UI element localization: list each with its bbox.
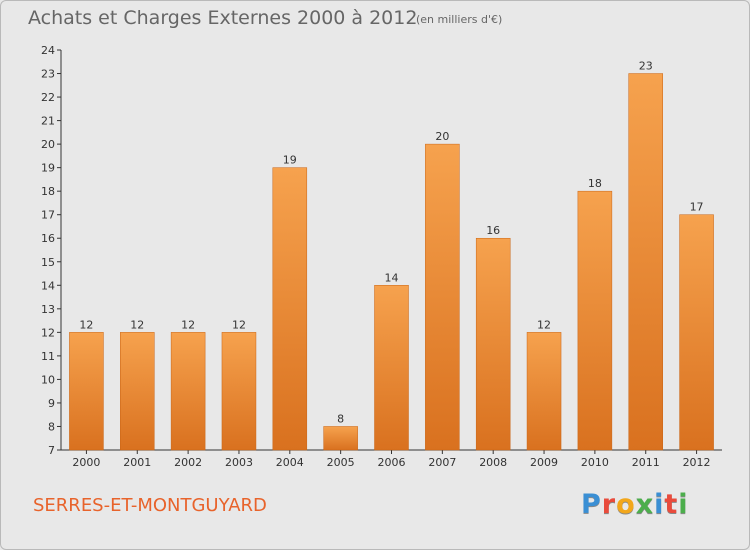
- bar-value-label: 16: [486, 224, 500, 237]
- x-tick-label: 2002: [174, 456, 202, 469]
- y-tick-label: 7: [48, 444, 55, 457]
- y-tick-label: 15: [41, 256, 55, 269]
- y-tick-label: 16: [41, 232, 55, 245]
- x-tick-label: 2010: [581, 456, 609, 469]
- y-tick-label: 20: [41, 138, 55, 151]
- proxiti-logo[interactable]: Proxiti: [581, 489, 689, 520]
- y-tick-label: 19: [41, 162, 55, 175]
- bar: [120, 332, 155, 451]
- bar-value-label: 12: [79, 318, 93, 331]
- chart-title: Achats et Charges Externes 2000 à 2012: [28, 7, 418, 29]
- x-tick-label: 2009: [530, 456, 558, 469]
- bar-value-label: 19: [283, 154, 297, 167]
- x-tick-label: 2006: [378, 456, 406, 469]
- logo-letter: r: [601, 489, 617, 520]
- logo-letter: x: [635, 489, 655, 520]
- bar: [272, 167, 308, 451]
- x-tick-label: 2011: [632, 456, 660, 469]
- y-tick-label: 12: [41, 326, 55, 339]
- bar: [170, 332, 206, 451]
- x-tick-label: 2001: [123, 456, 151, 469]
- logo-letter: P: [581, 489, 602, 520]
- bar-value-label: 12: [181, 318, 195, 331]
- chart-subtitle: (en milliers d'€): [416, 13, 503, 26]
- y-tick-label: 13: [41, 303, 55, 316]
- y-tick-label: 9: [48, 397, 55, 410]
- logo-letter: o: [616, 489, 636, 520]
- bar: [323, 426, 358, 451]
- x-tick-label: 2003: [225, 456, 253, 469]
- y-tick-label: 23: [41, 68, 55, 81]
- bar-value-label: 20: [435, 130, 449, 143]
- bar: [69, 332, 104, 451]
- logo-letter: i: [654, 489, 665, 520]
- bar-value-label: 12: [537, 318, 551, 331]
- y-tick-label: 8: [48, 420, 55, 433]
- bar: [475, 237, 511, 451]
- bar: [425, 143, 460, 451]
- bar-value-label: 23: [639, 60, 653, 73]
- y-tick-label: 24: [41, 44, 55, 57]
- x-tick-label: 2012: [683, 456, 711, 469]
- bar: [374, 285, 409, 451]
- y-tick-label: 11: [41, 350, 55, 363]
- y-tick-label: 10: [41, 373, 55, 386]
- x-tick-label: 2007: [428, 456, 456, 469]
- bar: [628, 73, 663, 451]
- bar-value-label: 8: [337, 412, 344, 425]
- x-tick-label: 2005: [327, 456, 355, 469]
- logo-letter: i: [678, 489, 689, 520]
- x-tick-label: 2004: [276, 456, 304, 469]
- y-tick-label: 18: [41, 185, 55, 198]
- bar: [526, 332, 562, 451]
- bar: [577, 190, 613, 451]
- bar-value-label: 14: [385, 271, 399, 284]
- bar-value-label: 17: [690, 201, 704, 214]
- y-tick-label: 22: [41, 91, 55, 104]
- y-tick-label: 21: [41, 115, 55, 128]
- bar: [679, 214, 714, 451]
- y-tick-label: 17: [41, 209, 55, 222]
- y-tick-label: 14: [41, 279, 55, 292]
- town-name: SERRES-ET-MONTGUYARD: [33, 495, 267, 516]
- bar-value-label: 18: [588, 177, 602, 190]
- x-tick-label: 2008: [479, 456, 507, 469]
- bar: [221, 332, 257, 451]
- bar-value-label: 12: [130, 318, 144, 331]
- x-tick-label: 2000: [72, 456, 100, 469]
- logo-letter: t: [664, 489, 679, 520]
- bar-value-label: 12: [232, 318, 246, 331]
